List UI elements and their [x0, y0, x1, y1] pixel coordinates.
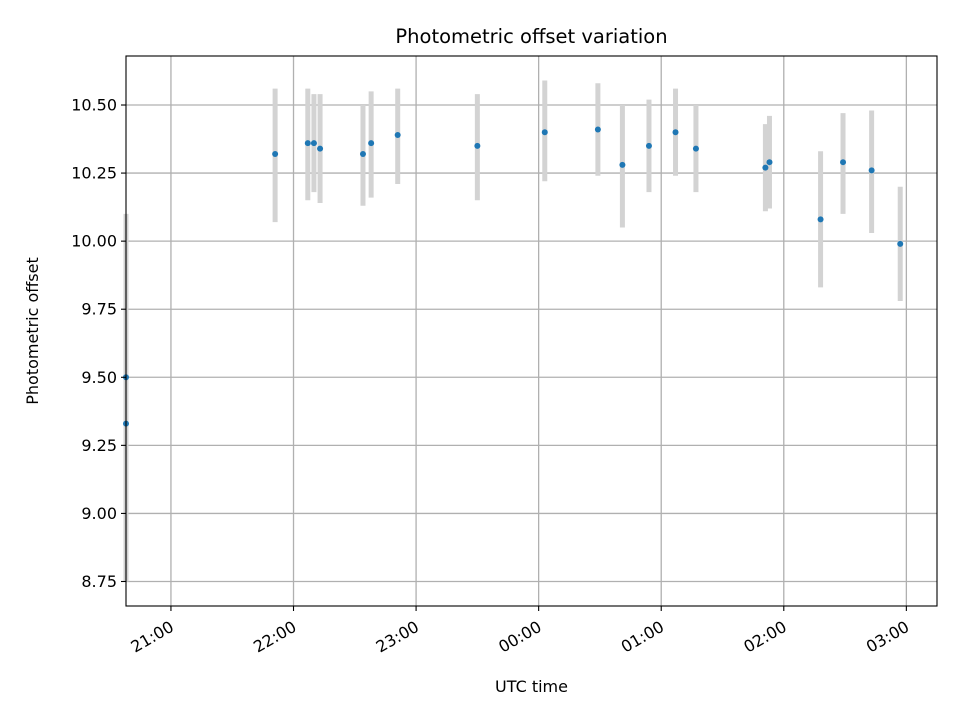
- y-tick-label: 10.50: [71, 96, 117, 115]
- data-point: [594, 126, 601, 133]
- grid-layer: [126, 56, 937, 606]
- y-tick-label: 8.75: [81, 572, 117, 591]
- data-point: [368, 140, 375, 147]
- data-point: [645, 142, 652, 149]
- data-point: [897, 240, 904, 247]
- data-point: [541, 129, 548, 136]
- y-tick-label: 9.00: [81, 504, 117, 523]
- data-point: [317, 145, 324, 152]
- data-point: [304, 140, 311, 147]
- data-point: [868, 167, 875, 174]
- y-tick-label: 9.50: [81, 368, 117, 387]
- y-tick-label: 10.25: [71, 164, 117, 183]
- y-tick-label: 9.25: [81, 436, 117, 455]
- y-axis-label: Photometric offset: [23, 257, 42, 405]
- data-point: [840, 159, 847, 166]
- chart-title: Photometric offset variation: [395, 25, 667, 48]
- data-point: [692, 145, 699, 152]
- y-tick-label: 9.75: [81, 300, 117, 319]
- data-point: [672, 129, 679, 136]
- data-point: [619, 161, 626, 168]
- data-point: [359, 151, 366, 158]
- x-axis-label: UTC time: [495, 677, 568, 696]
- data-point: [766, 159, 773, 166]
- data-point: [310, 140, 317, 147]
- data-point: [272, 151, 279, 158]
- data-point: [474, 142, 481, 149]
- data-point: [817, 216, 824, 223]
- data-point: [394, 131, 401, 138]
- data-point: [762, 164, 769, 171]
- plot-frame: [125, 55, 938, 607]
- y-tick-label: 10.00: [71, 232, 117, 251]
